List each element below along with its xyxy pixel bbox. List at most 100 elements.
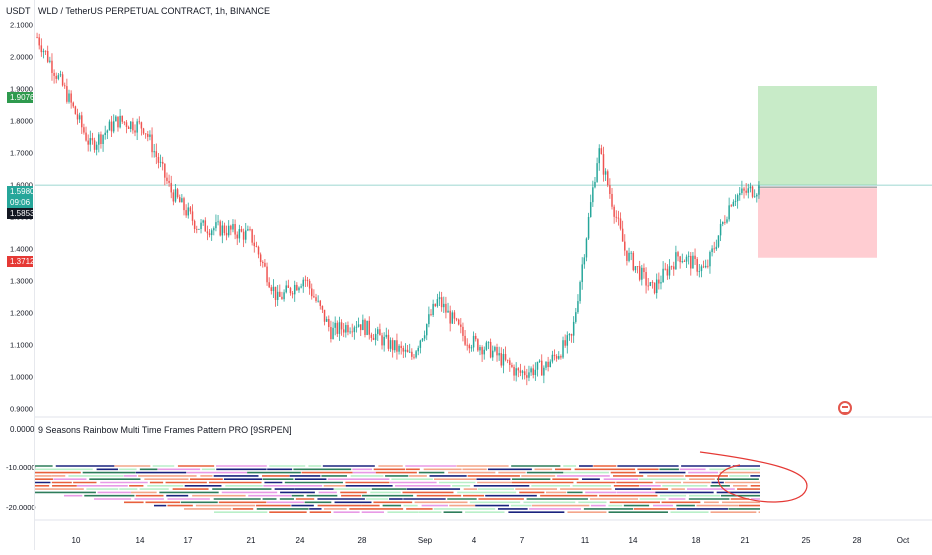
- candle-body: [127, 126, 130, 129]
- candle-body: [504, 353, 507, 360]
- candle-body: [492, 350, 494, 358]
- candle-body: [334, 322, 336, 328]
- indicator-title[interactable]: 9 Seasons Rainbow Multi Time Frames Patt…: [38, 425, 292, 435]
- chart-title[interactable]: WLD / TetherUS PERPETUAL CONTRACT, 1h, B…: [38, 6, 271, 16]
- candle-body: [502, 353, 505, 366]
- candle-body: [300, 286, 302, 288]
- candle-body: [117, 116, 119, 128]
- candle-body: [551, 354, 554, 362]
- candle-body: [174, 189, 177, 202]
- candle-body: [66, 86, 68, 102]
- candle-body: [157, 156, 160, 163]
- candle-body: [677, 252, 679, 257]
- candle-body: [287, 285, 290, 288]
- candle-body: [741, 188, 743, 194]
- candle-body: [42, 50, 45, 53]
- candle-body: [78, 115, 81, 120]
- candle-body: [568, 334, 571, 336]
- price-tick-label: 1.0000: [10, 373, 33, 382]
- candle-body: [577, 301, 579, 313]
- candle-body: [144, 133, 147, 135]
- tradingview-logo-icon[interactable]: [838, 401, 852, 415]
- candle-body: [193, 220, 196, 230]
- candle-body: [566, 335, 569, 346]
- candle-body: [189, 207, 192, 212]
- candle-body: [743, 188, 745, 191]
- candle-body: [368, 320, 370, 335]
- candle-body: [59, 74, 62, 76]
- candle-body: [87, 140, 89, 145]
- candle-body: [49, 60, 51, 62]
- candle-body: [472, 335, 475, 348]
- candle-body: [313, 296, 315, 298]
- candle-body: [57, 75, 60, 79]
- candle-body: [745, 190, 747, 193]
- candle-body: [251, 229, 253, 243]
- candle-body: [187, 207, 189, 216]
- candle-body: [728, 205, 730, 220]
- candle-body: [153, 151, 155, 153]
- candle-body: [217, 221, 219, 223]
- candle-body: [136, 121, 138, 133]
- candle-body: [558, 356, 560, 359]
- candle-body: [526, 375, 528, 378]
- candle-body: [415, 351, 417, 358]
- candle-body: [692, 255, 694, 269]
- time-axis-label: 14: [136, 536, 145, 545]
- price-tick-label: 1.1000: [10, 341, 33, 350]
- candle-body: [696, 259, 698, 272]
- candle-body: [690, 255, 692, 269]
- take-profit-price-tag: 1.9076: [7, 92, 34, 103]
- candle-body: [515, 368, 517, 376]
- candle-body: [102, 134, 104, 144]
- candle-body: [387, 334, 390, 349]
- candle-body: [411, 351, 413, 357]
- candle-body: [453, 312, 456, 319]
- candle-body: [700, 266, 703, 272]
- candle-body: [468, 345, 471, 349]
- time-axis-label: 4: [472, 536, 477, 545]
- candle-body: [449, 310, 451, 324]
- candle-body: [451, 312, 454, 324]
- candle-body: [483, 349, 485, 355]
- candle-body: [685, 256, 688, 262]
- candle-body: [447, 310, 449, 313]
- candle-body: [500, 353, 503, 366]
- candle-body: [428, 314, 430, 325]
- candle-body: [359, 324, 362, 331]
- candle-body: [121, 115, 123, 122]
- candle-body: [396, 340, 398, 352]
- candle-body: [662, 268, 664, 283]
- candle-body: [255, 246, 258, 247]
- candle-body: [549, 361, 551, 368]
- candle-body: [221, 225, 224, 236]
- candle-body: [611, 193, 613, 207]
- candle-body: [479, 347, 481, 351]
- candle-body: [364, 319, 366, 335]
- candle-body: [302, 279, 304, 287]
- candle-body: [51, 60, 53, 73]
- candle-body: [655, 279, 658, 294]
- candle-body: [709, 252, 711, 267]
- candle-body: [196, 229, 198, 230]
- candle-body: [262, 262, 264, 263]
- candle-body: [417, 347, 419, 352]
- indicator-zero-label: 0.0000: [10, 425, 35, 434]
- candle-body: [579, 282, 581, 302]
- candle-body: [445, 303, 447, 313]
- candle-body: [626, 250, 628, 261]
- candle-body: [702, 266, 705, 268]
- candle-body: [613, 206, 615, 217]
- last-close-tag: 1.5853: [7, 208, 34, 219]
- candle-body: [513, 366, 515, 376]
- candle-body: [191, 211, 194, 221]
- time-axis-label: Sep: [418, 536, 433, 545]
- candle-body: [176, 189, 179, 198]
- candle-body: [164, 163, 166, 178]
- candle-body: [70, 93, 72, 103]
- candle-body: [592, 187, 594, 203]
- candle-body: [55, 75, 57, 79]
- candle-body: [670, 266, 673, 268]
